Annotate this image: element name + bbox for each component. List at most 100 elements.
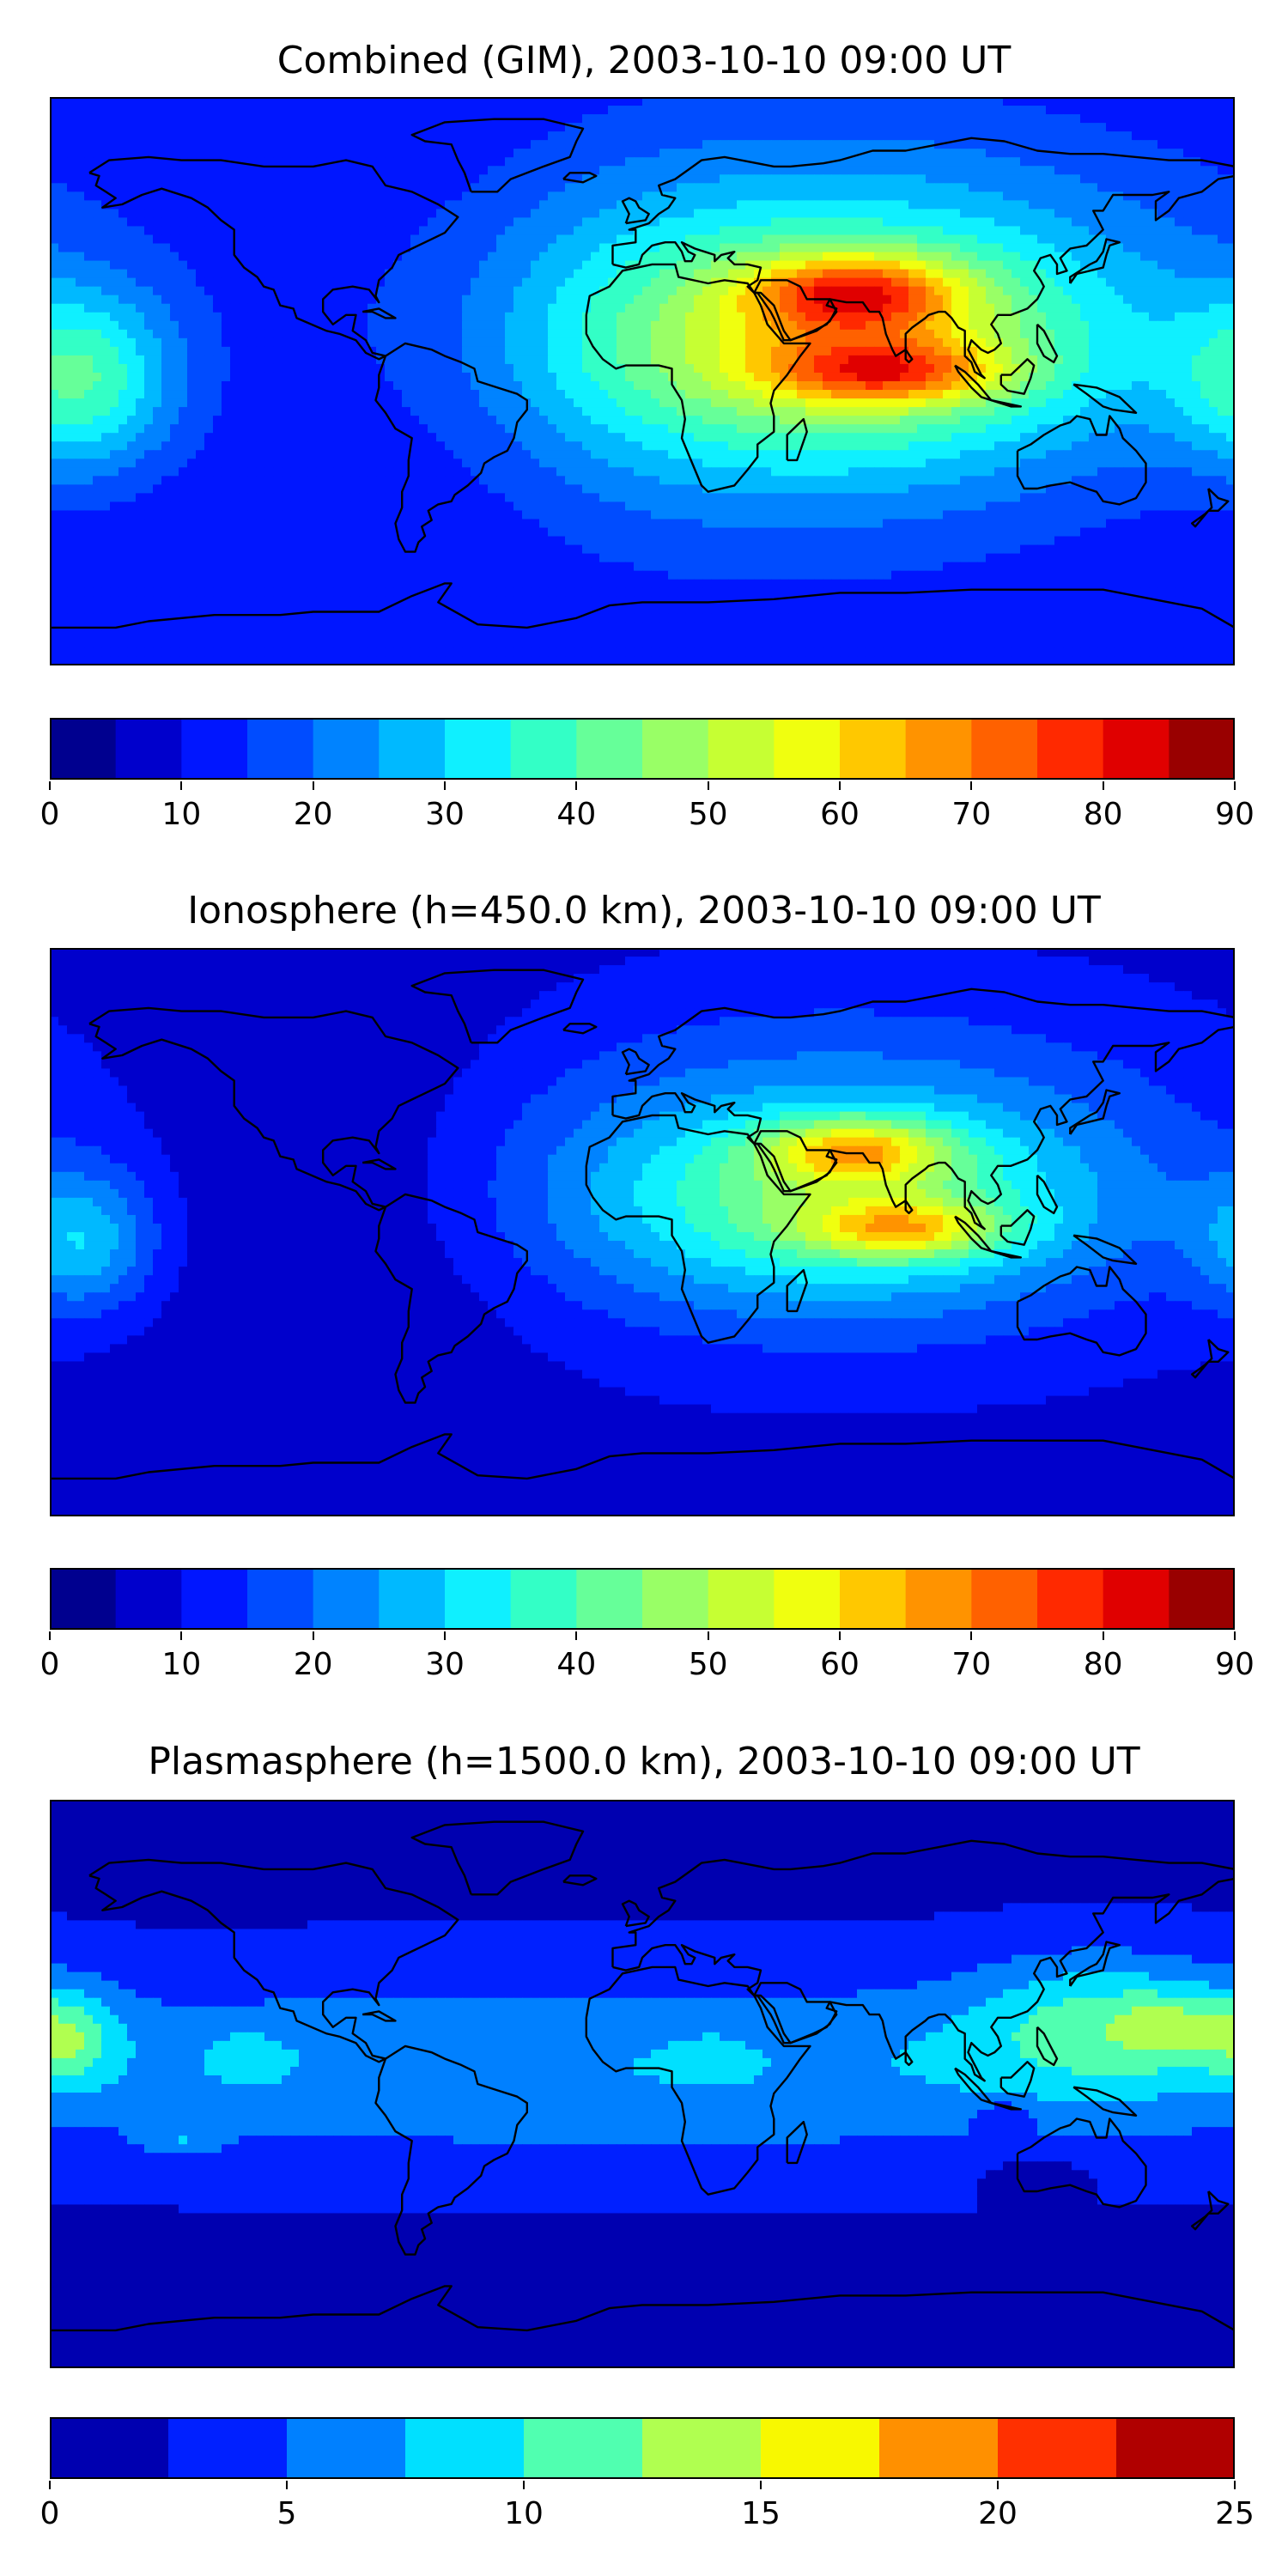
field-cell <box>239 407 248 416</box>
field-cell <box>342 140 351 149</box>
field-cell <box>1046 97 1055 106</box>
field-cell <box>634 303 643 313</box>
field-cell <box>969 346 978 356</box>
field-cell <box>153 106 162 115</box>
field-cell <box>213 312 222 322</box>
field-cell <box>617 363 626 374</box>
field-cell <box>1063 295 1072 305</box>
field-cell <box>496 209 506 219</box>
field-cell <box>316 174 325 184</box>
field-cell <box>840 183 849 192</box>
field-cell <box>471 200 480 210</box>
field-cell <box>522 131 532 141</box>
field-cell <box>840 191 849 201</box>
field-cell <box>222 191 231 201</box>
field-cell <box>720 243 729 253</box>
field-cell <box>118 252 128 262</box>
field-cell <box>805 140 815 149</box>
field-cell <box>934 106 944 115</box>
field-cell <box>531 320 540 331</box>
field-cell <box>762 123 772 132</box>
field-cell <box>1226 252 1235 262</box>
field-cell <box>479 183 489 192</box>
field-cell <box>659 183 669 192</box>
field-cell <box>548 277 557 288</box>
field-cell <box>694 277 703 288</box>
field-cell <box>187 329 197 339</box>
field-cell <box>685 106 695 115</box>
field-cell <box>900 398 909 408</box>
field-cell <box>1063 114 1072 124</box>
field-cell <box>1183 149 1193 158</box>
field-cell <box>1226 398 1235 408</box>
field-cell <box>410 286 420 296</box>
field-cell <box>239 200 248 210</box>
field-cell <box>1157 303 1167 313</box>
field-cell <box>101 191 111 201</box>
field-cell <box>1157 149 1167 158</box>
field-cell <box>1029 346 1038 356</box>
field-cell <box>805 303 815 313</box>
field-cell <box>1209 191 1218 201</box>
field-cell <box>359 372 368 382</box>
field-cell <box>187 123 197 132</box>
field-cell <box>350 277 360 288</box>
field-cell <box>728 234 738 245</box>
field-cell <box>1020 355 1030 365</box>
field-cell <box>1080 157 1090 167</box>
field-cell <box>1037 355 1047 365</box>
field-cell <box>179 149 188 158</box>
field-cell <box>754 226 763 236</box>
field-cell <box>436 183 446 192</box>
field-cell <box>290 114 300 124</box>
field-cell <box>393 260 403 270</box>
field-cell <box>84 363 94 374</box>
field-cell <box>840 234 849 245</box>
field-cell <box>479 346 489 356</box>
field-cell <box>728 149 738 158</box>
field-cell <box>823 269 832 279</box>
field-cell <box>1054 226 1064 236</box>
field-cell <box>823 286 832 296</box>
field-cell <box>136 140 145 149</box>
field-cell <box>170 372 179 382</box>
field-cell <box>1226 234 1235 245</box>
field-cell <box>1226 346 1235 356</box>
field-cell <box>1157 277 1167 288</box>
field-cell <box>264 123 274 132</box>
field-cell <box>144 407 154 416</box>
field-cell <box>93 303 102 313</box>
field-cell <box>110 149 119 158</box>
field-cell <box>84 131 94 141</box>
field-cell <box>986 381 995 391</box>
field-cell <box>350 97 360 106</box>
field-cell <box>1012 260 1021 270</box>
field-cell <box>101 303 111 313</box>
field-cell <box>608 174 617 184</box>
field-cell <box>908 234 918 245</box>
field-cell <box>1218 226 1227 236</box>
field-cell <box>230 114 240 124</box>
field-cell <box>771 174 781 184</box>
field-cell <box>754 123 763 132</box>
field-cell <box>1183 243 1193 253</box>
field-cell <box>368 329 377 339</box>
field-cell <box>866 252 875 262</box>
field-cell <box>368 114 377 124</box>
field-cell <box>479 329 489 339</box>
field-cell <box>110 243 119 253</box>
field-cell <box>840 149 849 158</box>
field-cell <box>539 295 549 305</box>
field-cell <box>608 286 617 296</box>
field-cell <box>187 260 197 270</box>
field-cell <box>1157 363 1167 374</box>
field-cell <box>685 140 695 149</box>
field-cell <box>84 329 94 339</box>
field-cell <box>1063 226 1072 236</box>
field-cell <box>1029 269 1038 279</box>
field-cell <box>1157 174 1167 184</box>
field-cell <box>831 346 841 356</box>
field-cell <box>144 346 154 356</box>
field-cell <box>282 243 291 253</box>
field-cell <box>505 372 514 382</box>
